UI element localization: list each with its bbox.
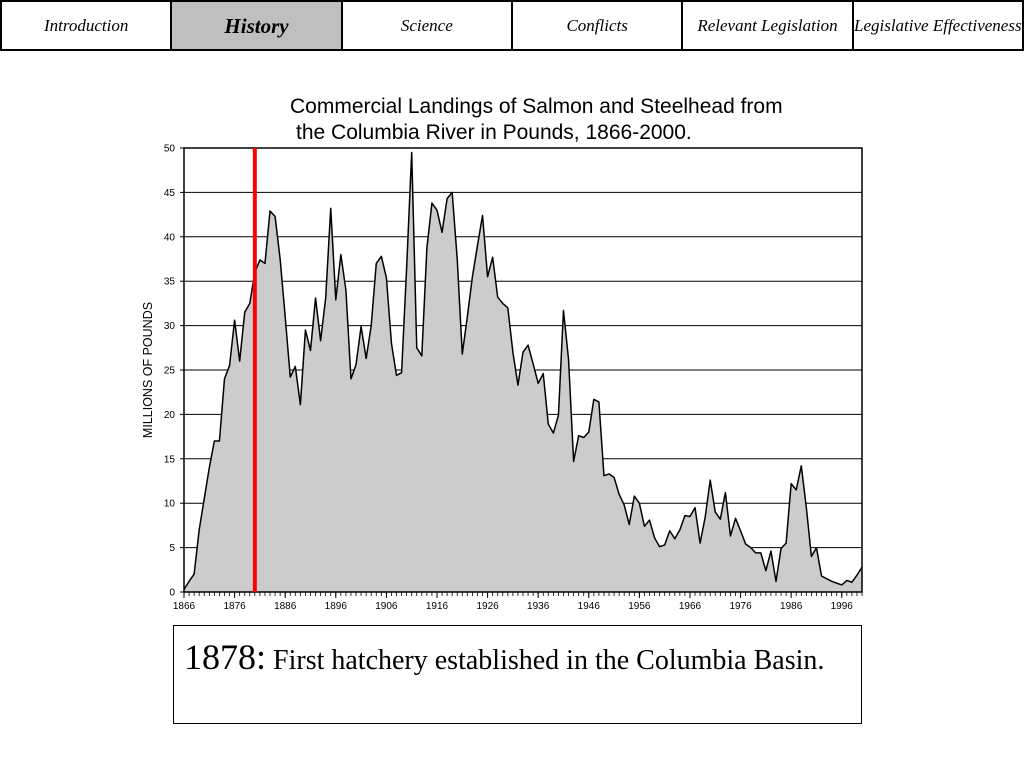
x-tick-label: 1946 — [578, 601, 601, 612]
caption-text: First hatchery established in the Columb… — [266, 645, 825, 676]
x-tick-label: 1886 — [274, 601, 297, 612]
y-tick-label: 30 — [164, 321, 176, 332]
caption-year: 1878: — [184, 637, 267, 677]
top-navigation: Introduction History Science Conflicts Relev… — [0, 0, 1024, 51]
chart-title-line-1: Commercial Landings of Salmon and Steelh… — [290, 95, 783, 118]
y-axis-label: MILLIONS OF POUNDS — [141, 302, 155, 438]
tab-relevant-legislation[interactable]: Relevant Legislation — [683, 2, 854, 49]
chart-title: Commercial Landings of Salmon and Steelh… — [290, 94, 890, 146]
x-tick-label: 1866 — [173, 601, 196, 612]
x-tick-label: 1876 — [223, 601, 246, 612]
tab-label: Legislative Effectiveness — [854, 15, 1022, 35]
x-tick-label: 1996 — [831, 601, 854, 612]
y-tick-label: 25 — [164, 366, 176, 377]
x-tick-label: 1976 — [729, 601, 752, 612]
x-tick-label: 1966 — [679, 601, 702, 612]
tab-label: Introduction — [43, 15, 129, 35]
y-tick-label: 35 — [164, 277, 176, 288]
landings-line — [183, 151, 863, 590]
caption-box: 1878: First hatchery established in the … — [173, 625, 862, 724]
y-tick-label: 45 — [164, 188, 176, 199]
tab-legislative-effectiveness[interactable]: Legislative Effectiveness — [853, 2, 1022, 49]
tab-label: Relevant Legislation — [697, 15, 838, 35]
y-tick-label: 50 — [164, 144, 176, 155]
x-tick-label: 1906 — [375, 601, 398, 612]
tab-history[interactable]: History — [172, 2, 343, 49]
tab-science[interactable]: Science — [342, 2, 513, 49]
y-tick-label: 0 — [169, 588, 175, 599]
tab-conflicts[interactable]: Conflicts — [512, 2, 684, 49]
chart-title-line-2: the Columbia River in Pounds, 1866-2000. — [296, 121, 692, 144]
y-tick-label: 40 — [164, 232, 176, 243]
tab-label: Science — [400, 15, 453, 35]
y-tick-label: 20 — [164, 410, 176, 421]
y-tick-label: 10 — [164, 499, 176, 510]
x-tick-label: 1926 — [476, 601, 499, 612]
y-tick-label: 5 — [169, 543, 175, 554]
x-tick-label: 1936 — [527, 601, 550, 612]
x-tick-label: 1896 — [325, 601, 348, 612]
x-tick-label: 1956 — [628, 601, 651, 612]
y-tick-label: 15 — [164, 454, 176, 465]
x-tick-label: 1986 — [780, 601, 803, 612]
tab-introduction[interactable]: Introduction — [2, 2, 173, 49]
landings-area — [184, 152, 862, 592]
x-tick-label: 1916 — [426, 601, 449, 612]
tab-label: History — [224, 13, 289, 38]
tab-label: Conflicts — [566, 15, 628, 35]
